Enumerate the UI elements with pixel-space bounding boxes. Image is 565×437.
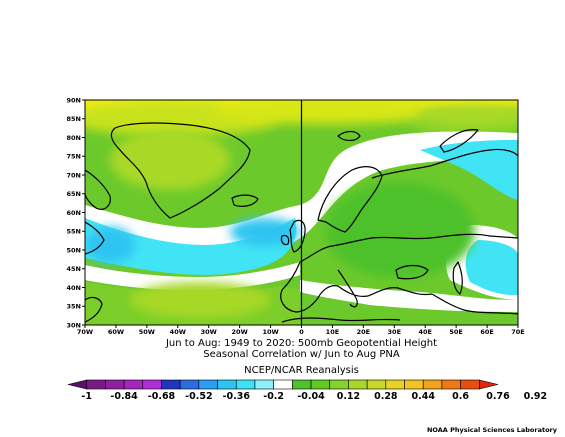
colorbar-swatch: [460, 379, 480, 390]
colorbar-swatch: [235, 379, 256, 390]
colorbar-label: -1: [81, 391, 92, 402]
lon-tick-label: 20E: [357, 328, 371, 336]
lon-tick-label: 60E: [480, 328, 494, 336]
lon-tick-label: 50E: [449, 328, 463, 336]
colorbar-swatch: [161, 379, 181, 390]
colorbar-swatch: [441, 379, 461, 390]
colorbar-label: 0.28: [374, 391, 398, 402]
colorbar-swatch: [142, 379, 162, 390]
colorbar-swatch: [86, 379, 106, 390]
colorbar-label: 0.92: [524, 391, 547, 402]
lat-tick-label: 45N: [67, 265, 82, 273]
lat-tick-label: 80N: [67, 134, 82, 142]
colorbar-swatch: [105, 379, 125, 390]
source-label: NCEP/NCAR Reanalysis: [244, 365, 359, 376]
colorbar-swatch: [329, 379, 349, 390]
lat-tick-label: 70N: [67, 171, 82, 179]
lat-tick-label: 60N: [67, 209, 82, 217]
lat-tick-label: 90N: [67, 96, 82, 104]
coastlines: [85, 122, 518, 323]
colorbar-swatch: [479, 379, 499, 390]
lat-tick-label: 50N: [67, 246, 82, 254]
lon-tick-label: 0: [299, 328, 304, 336]
colorbar-swatch: [348, 379, 368, 390]
lon-tick-label: 10W: [262, 328, 278, 336]
colorbar-label: -0.68: [148, 391, 176, 402]
lat-tick-label: 65N: [67, 190, 82, 198]
colorbar-label: 0.6: [452, 391, 469, 402]
map-title-line1: Jun to Aug: 1949 to 2020: 500mb Geopoten…: [165, 338, 438, 349]
colorbar-label: 0.44: [411, 391, 435, 402]
colorbar-labels: -1 -0.84 -0.68 -0.52 -0.36 -0.2 -0.04 0.12 0.28 0…: [81, 391, 547, 402]
lon-tick-label: 50W: [139, 328, 155, 336]
colorbar-label: -0.2: [263, 391, 284, 402]
colorbar-swatch: [67, 379, 87, 390]
lat-tick-label: 40N: [67, 284, 82, 292]
lat-tick-label: 30N: [67, 321, 82, 329]
lat-tick-label: 55N: [67, 228, 82, 236]
colorbar-swatch: [179, 379, 200, 390]
lat-tick-label: 85N: [67, 115, 82, 123]
colorbar-label: -0.36: [223, 391, 251, 402]
colorbar-swatch: [254, 379, 274, 390]
colorbar-swatch: [422, 379, 443, 390]
lon-tick-label: 20W: [232, 328, 248, 336]
colorbar-swatch: [310, 379, 331, 390]
lon-tick-label: 70W: [77, 328, 93, 336]
colorbar-swatch: [123, 379, 144, 390]
lon-tick-label: 10E: [326, 328, 340, 336]
lon-tick-label: 70E: [511, 328, 525, 336]
colorbar-label: 0.76: [486, 391, 510, 402]
colorbar-swatch: [404, 379, 424, 390]
colorbar-swatch: [198, 379, 218, 390]
lon-tick-label: 40E: [418, 328, 432, 336]
colorbar-swatch: [273, 379, 293, 390]
lon-tick-label: 30E: [388, 328, 402, 336]
colorbar-label: -0.04: [297, 391, 325, 402]
lat-tick-label: 75N: [67, 153, 82, 161]
colorbar-swatch: [217, 379, 237, 390]
latitude-axis: 90N 85N 80N 75N 70N 65N 60N 55N 50N 45N 40N 35N 30N: [67, 96, 85, 329]
map-title-line2: Seasonal Correlation w/ Jun to Aug PNA: [203, 349, 400, 360]
lon-tick-label: 30W: [201, 328, 217, 336]
colorbar: [67, 379, 499, 390]
colorbar-swatch: [366, 379, 387, 390]
longitude-axis: 70W 60W 50W 40W 30W 20W 10W 0 10E 20E 30E 40E 50E 60E…: [77, 325, 525, 336]
colorbar-label: -0.84: [110, 391, 138, 402]
colorbar-swatch: [292, 379, 312, 390]
lon-tick-label: 40W: [170, 328, 186, 336]
lon-tick-label: 60W: [108, 328, 124, 336]
lat-tick-label: 35N: [67, 303, 82, 311]
credit-label: NOAA Physical Sciences Laboratory: [426, 426, 557, 434]
colorbar-swatch: [385, 379, 405, 390]
colorbar-label: -0.52: [185, 391, 212, 402]
correlation-field: [85, 100, 518, 325]
colorbar-label: 0.12: [337, 391, 360, 402]
